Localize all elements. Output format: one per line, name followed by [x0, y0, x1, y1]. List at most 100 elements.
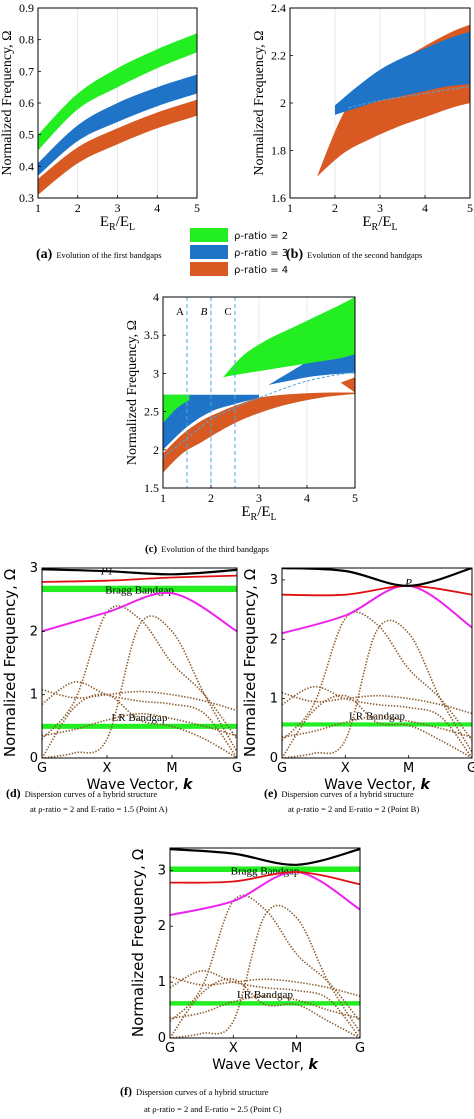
y-tick-label: 4: [153, 290, 159, 304]
x-label-e: E: [100, 214, 109, 230]
legend-swatch-orange: [190, 262, 228, 276]
legend-swatch-blue: [190, 245, 228, 259]
dispersion-branch-dotted: [170, 970, 360, 1038]
bandgap-strip: [170, 1001, 360, 1006]
x-tick-label: 1: [35, 201, 41, 215]
y-axis-label: Normalized Frequency, Ω: [129, 849, 147, 1037]
y-tick-label: 2: [270, 632, 278, 647]
y-tick-label: 0.4: [19, 159, 34, 173]
bandgap-area-green: [163, 394, 190, 424]
dispersion-branch-dotted: [42, 681, 237, 758]
x-axis-label: ER/EL: [100, 214, 135, 233]
x-tick-label: 4: [422, 201, 428, 215]
dispersion-branch-magenta: [282, 584, 472, 635]
x-tick-label: M: [291, 1041, 302, 1056]
x-tick-label: 1: [160, 491, 166, 505]
caption-e: (e) Dispersion curves of a hybrid structu…: [264, 786, 414, 800]
y-tick-label: 0.7: [19, 64, 34, 78]
plot-area: [163, 297, 355, 473]
dispersion-branch-dotted: [282, 691, 472, 715]
x-axis-label-text: Wave Vector,: [212, 1057, 308, 1073]
legend: ρ-ratio = 2 ρ-ratio = 3 ρ-ratio = 4: [190, 228, 288, 276]
x-tick-label: 5: [467, 201, 473, 215]
caption-text: Dispersion curves of a hybrid structure: [136, 1087, 269, 1097]
bandgap-area-blue: [38, 74, 197, 176]
y-tick-label: 0.9: [19, 1, 34, 15]
x-label-sub: R: [109, 222, 116, 233]
caption-text: Evolution of the third bandgaps: [161, 544, 269, 554]
caption-text: Dispersion curves of a hybrid structure: [25, 789, 158, 799]
x-axis-label-k: k: [183, 777, 194, 793]
x-label-sub: R: [372, 222, 379, 233]
dispersion-branch-magenta: [42, 591, 237, 633]
bandgap-strip: [170, 866, 360, 873]
legend-entry: ρ-ratio = 2: [234, 231, 288, 242]
x-axis-label: Wave Vector, k: [212, 1057, 319, 1073]
x-axis-label: Wave Vector, k: [87, 777, 194, 793]
y-tick-label: 1: [158, 975, 166, 990]
y-axis-label: Normalized Frequency, Ω: [0, 30, 15, 175]
x-tick-label: G: [355, 1041, 365, 1056]
x-tick-label: 5: [352, 491, 358, 505]
x-label-mid: /E: [378, 214, 391, 230]
x-tick-label: G: [467, 761, 474, 776]
x-tick-label: 2: [332, 201, 338, 215]
marker-label: C: [224, 306, 231, 318]
marker-label: A: [176, 306, 184, 318]
dispersion-branch-dotted: [42, 712, 237, 737]
bandgap-strip: [42, 585, 237, 593]
caption-c: (c) Evolution of the third bandgaps: [145, 543, 269, 555]
x-tick-label: 1: [287, 201, 293, 215]
chart-c: A B C 1 2 3 4 5 1.5 2 2.5 3 3.5 4 Normalized Frequency…: [125, 290, 358, 523]
y-tick-label: 0: [270, 751, 278, 766]
y-tick-label: 3.5: [144, 328, 159, 342]
caption-tag: (f): [120, 1084, 132, 1098]
dispersion-branch-dotted: [170, 995, 360, 1020]
y-tick-label: 2: [30, 624, 38, 639]
bandgap-label: LR Bandgap: [237, 989, 293, 1001]
y-tick-label: 0.8: [19, 33, 34, 47]
chart-b: 1 2 3 4 5 1.6 1.8 2 2.2 2.4 Normalized Frequency, …: [252, 1, 473, 233]
y-tick-label: 0.6: [19, 96, 34, 110]
caption-f: (f) Dispersion curves of a hybrid structu…: [120, 1084, 269, 1098]
dispersion-branch-red: [42, 574, 237, 583]
y-axis-label: Normalized Frequency, Ω: [241, 569, 259, 757]
y-tick-label: 1.5: [144, 481, 159, 495]
x-axis-label-text: Wave Vector,: [87, 777, 183, 793]
y-tick-label: 3: [270, 573, 278, 588]
dispersion-branch-magenta: [170, 870, 360, 917]
caption-text: Dispersion curves of a hybrid structure: [281, 789, 414, 799]
x-tick-label: 5: [194, 201, 200, 215]
x-tick-label: G: [165, 1041, 175, 1056]
dispersion-branch-dotted: [42, 693, 237, 758]
legend-swatch-green: [190, 228, 228, 242]
dispersion-branch-dotted: [170, 975, 360, 997]
bandgap-area-blue: [335, 31, 470, 115]
caption-line2: at ρ-ratio = 2 and E-ratio = 1.5 (Point …: [30, 804, 168, 814]
y-tick-label: 0.5: [19, 128, 34, 142]
axes-frame: [281, 567, 473, 759]
x-tick-label: M: [166, 761, 177, 776]
caption-tag: (a): [36, 247, 53, 262]
axes-frame: [41, 567, 238, 759]
y-tick-label: 3: [30, 561, 38, 576]
marker-label: B: [201, 306, 208, 318]
dispersion-branch-red: [170, 871, 360, 886]
caption-d: (d) Dispersion curves of a hybrid structu…: [6, 786, 157, 800]
bandgap-area-orange: [340, 377, 355, 393]
x-tick-label: M: [403, 761, 414, 776]
y-tick-label: 2.2: [271, 49, 286, 63]
dispersion-branch-dotted: [282, 619, 472, 758]
dispersion-branch-dotted: [42, 605, 237, 740]
dispersion-branch-dotted: [42, 615, 237, 758]
x-label-e: E: [241, 504, 250, 520]
y-tick-label: 2: [280, 96, 286, 110]
dispersion-branch-dotted: [170, 904, 360, 1038]
x-axis-label-k: k: [421, 777, 432, 793]
x-tick-label: 4: [154, 201, 160, 215]
y-tick-label: 2: [158, 919, 166, 934]
x-tick-label: G: [277, 761, 287, 776]
